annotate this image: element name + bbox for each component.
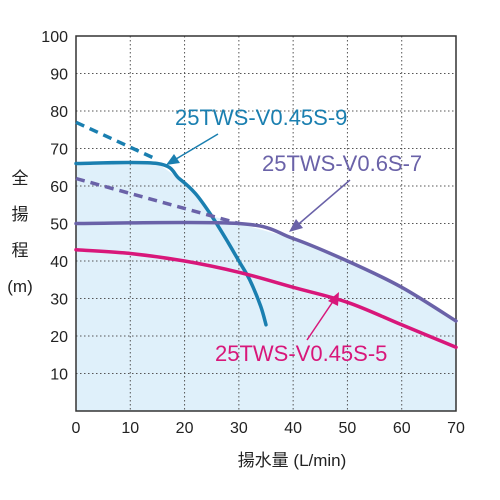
x-tick-label: 20: [176, 420, 194, 437]
y-ticks: 10 20 30 40 50 60 70 80 90 100: [41, 29, 68, 384]
x-tick-label: 10: [121, 420, 139, 437]
y-tick-label: 30: [50, 292, 68, 309]
series-lines: [74, 120, 458, 350]
series-label-045s-5: 25TWS-V0.45S-5: [215, 341, 387, 366]
series-0-line: [74, 160, 268, 327]
y-tick-label: 70: [50, 142, 68, 159]
y-tick-label: 20: [50, 329, 68, 346]
x-tick-label: 50: [339, 420, 357, 437]
y-tick-label: 50: [50, 217, 68, 234]
x-tick-label: 70: [447, 420, 465, 437]
y-axis-label-char-3: 程: [12, 241, 29, 260]
x-tick-label: 40: [284, 420, 302, 437]
y-tick-label: 100: [41, 29, 68, 46]
operating-range-fill: [76, 163, 456, 411]
y-tick-label: 40: [50, 254, 68, 271]
arrow-06s-7: [289, 179, 351, 232]
grid-lines: [76, 36, 456, 411]
y-tick-label: 90: [50, 67, 68, 84]
series-1-line: [74, 220, 458, 323]
x-ticks: 0 10 20 30 40 50 60 70: [72, 420, 465, 437]
y-tick-label: 80: [50, 104, 68, 121]
series-label-06s-7: 25TWS-V0.6S-7: [262, 151, 422, 176]
x-axis-label: 揚水量 (L/min): [238, 451, 347, 470]
y-tick-label: 60: [50, 179, 68, 196]
y-axis-label-unit: (m): [7, 277, 32, 296]
series-1-dashed-line: [75, 176, 240, 226]
arrow-045s-5: [306, 292, 339, 341]
x-tick-label: 30: [230, 420, 248, 437]
y-tick-label: 10: [50, 367, 68, 384]
y-axis-label-char-1: 全: [12, 169, 29, 188]
series-label-045s-9: 25TWS-V0.45S-9: [175, 105, 347, 130]
x-tick-label: 0: [72, 420, 81, 437]
y-axis-label-char-2: 揚: [12, 205, 29, 224]
arrow-045s-9: [166, 133, 219, 165]
series-2-line: [74, 248, 458, 350]
x-tick-label: 60: [393, 420, 411, 437]
